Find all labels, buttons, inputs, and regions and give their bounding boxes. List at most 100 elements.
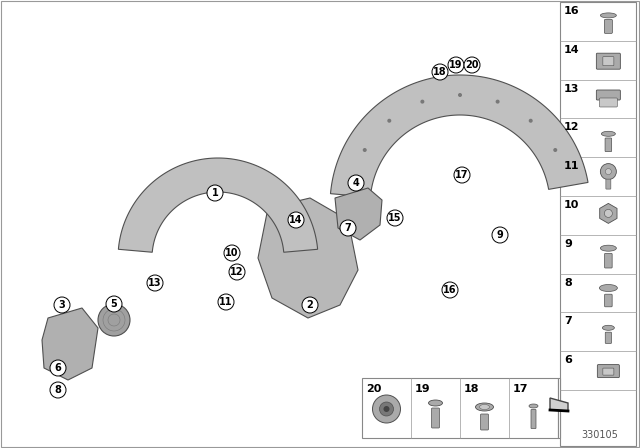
Circle shape <box>383 406 390 412</box>
Text: 10: 10 <box>564 200 579 210</box>
Circle shape <box>442 282 458 298</box>
Text: 13: 13 <box>148 278 162 288</box>
Bar <box>558 378 560 438</box>
Circle shape <box>553 148 557 152</box>
Text: 7: 7 <box>564 316 572 327</box>
Text: 12: 12 <box>230 267 244 277</box>
Circle shape <box>492 227 508 243</box>
FancyBboxPatch shape <box>605 254 612 268</box>
Text: 17: 17 <box>513 384 529 394</box>
Text: 330105: 330105 <box>582 430 618 440</box>
Circle shape <box>387 119 391 123</box>
Text: 3: 3 <box>59 300 65 310</box>
Circle shape <box>207 185 223 201</box>
Text: 12: 12 <box>564 122 579 133</box>
Polygon shape <box>550 398 568 411</box>
Circle shape <box>106 296 122 312</box>
FancyBboxPatch shape <box>596 53 620 69</box>
Ellipse shape <box>476 403 493 411</box>
Ellipse shape <box>429 400 442 406</box>
Circle shape <box>224 245 240 261</box>
Circle shape <box>387 210 403 226</box>
Circle shape <box>604 209 612 217</box>
Text: 19: 19 <box>449 60 463 70</box>
FancyBboxPatch shape <box>603 57 614 66</box>
Text: 10: 10 <box>225 248 239 258</box>
Circle shape <box>448 57 464 73</box>
Polygon shape <box>335 188 382 240</box>
Text: 16: 16 <box>444 285 457 295</box>
Text: 16: 16 <box>564 6 580 16</box>
Circle shape <box>600 164 616 180</box>
Text: 8: 8 <box>54 385 61 395</box>
Circle shape <box>147 275 163 291</box>
Circle shape <box>454 167 470 183</box>
Text: 18: 18 <box>433 67 447 77</box>
Text: 9: 9 <box>564 239 572 249</box>
Polygon shape <box>330 75 588 197</box>
FancyBboxPatch shape <box>531 409 536 428</box>
FancyBboxPatch shape <box>604 19 612 34</box>
Circle shape <box>218 294 234 310</box>
Ellipse shape <box>600 284 618 292</box>
Circle shape <box>229 264 245 280</box>
FancyBboxPatch shape <box>606 179 611 189</box>
Circle shape <box>420 99 424 103</box>
Ellipse shape <box>479 405 490 409</box>
FancyBboxPatch shape <box>600 98 618 107</box>
Circle shape <box>54 297 70 313</box>
Circle shape <box>458 93 462 97</box>
Circle shape <box>529 119 532 123</box>
Ellipse shape <box>602 325 614 330</box>
Circle shape <box>50 382 66 398</box>
Text: 13: 13 <box>564 84 579 94</box>
FancyBboxPatch shape <box>596 90 620 100</box>
FancyBboxPatch shape <box>605 294 612 307</box>
Text: 4: 4 <box>353 178 360 188</box>
Circle shape <box>288 212 304 228</box>
FancyBboxPatch shape <box>481 414 488 430</box>
Text: 20: 20 <box>366 384 381 394</box>
Bar <box>560 2 636 446</box>
Polygon shape <box>118 158 317 252</box>
Text: 6: 6 <box>564 355 572 365</box>
Bar <box>362 378 558 438</box>
Text: 11: 11 <box>220 297 233 307</box>
Circle shape <box>495 99 500 103</box>
Text: 18: 18 <box>464 384 479 394</box>
Text: 6: 6 <box>54 363 61 373</box>
Circle shape <box>605 168 611 175</box>
Text: 17: 17 <box>455 170 468 180</box>
Text: 7: 7 <box>344 223 351 233</box>
Ellipse shape <box>600 13 616 18</box>
Circle shape <box>98 304 130 336</box>
Text: 5: 5 <box>111 299 117 309</box>
FancyBboxPatch shape <box>605 138 612 151</box>
FancyBboxPatch shape <box>603 368 614 375</box>
Polygon shape <box>42 308 98 380</box>
Text: 2: 2 <box>307 300 314 310</box>
Circle shape <box>302 297 318 313</box>
Ellipse shape <box>602 131 616 136</box>
FancyBboxPatch shape <box>597 365 620 378</box>
FancyBboxPatch shape <box>605 332 611 344</box>
FancyBboxPatch shape <box>431 408 440 428</box>
Text: 11: 11 <box>564 161 579 171</box>
Ellipse shape <box>600 245 616 251</box>
Text: 14: 14 <box>289 215 303 225</box>
Text: 20: 20 <box>465 60 479 70</box>
Circle shape <box>348 175 364 191</box>
Ellipse shape <box>529 404 538 408</box>
Circle shape <box>340 220 356 236</box>
Text: 8: 8 <box>564 278 572 288</box>
Circle shape <box>372 395 401 423</box>
Circle shape <box>380 402 394 416</box>
Circle shape <box>432 64 448 80</box>
Text: 15: 15 <box>388 213 402 223</box>
Circle shape <box>363 148 367 152</box>
Text: 1: 1 <box>212 188 218 198</box>
Circle shape <box>464 57 480 73</box>
Polygon shape <box>258 198 358 318</box>
Text: 14: 14 <box>564 45 580 55</box>
Text: 19: 19 <box>415 384 431 394</box>
